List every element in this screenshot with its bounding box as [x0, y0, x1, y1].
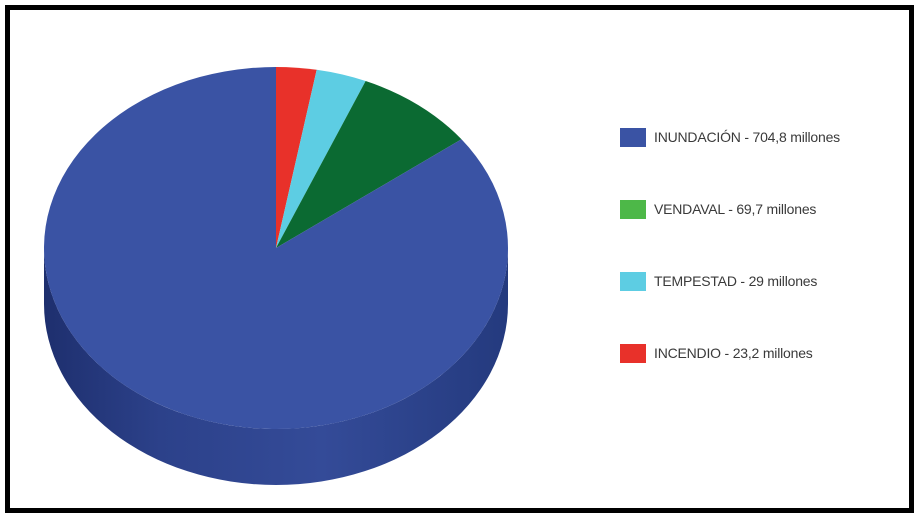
legend-item-inundacion: INUNDACIÓN - 704,8 millones: [620, 125, 840, 149]
legend-swatch-tempestad: [620, 271, 646, 291]
legend-label-vendaval: VENDAVAL - 69,7 millones: [654, 201, 817, 217]
legend-label-tempestad: TEMPESTAD - 29 millones: [654, 273, 818, 289]
legend: INUNDACIÓN - 704,8 millones VENDAVAL - 6…: [620, 125, 840, 413]
legend-label-incendio: INCENDIO - 23,2 millones: [654, 345, 813, 361]
legend-label-inundacion: INUNDACIÓN - 704,8 millones: [654, 129, 840, 145]
pie-slice-inundacion: [43, 67, 508, 429]
legend-item-vendaval: VENDAVAL - 69,7 millones: [620, 197, 840, 221]
pie-side-wall: [44, 248, 508, 485]
legend-item-incendio: INCENDIO - 23,2 millones: [620, 341, 840, 365]
pie-slice-incendio: [276, 67, 317, 248]
legend-swatch-vendaval: [620, 199, 646, 219]
legend-item-tempestad: TEMPESTAD - 29 millones: [620, 269, 840, 293]
pie-slice-vendaval: [276, 81, 462, 248]
pie-slice-tempestad: [276, 69, 366, 248]
legend-swatch-incendio: [620, 343, 646, 363]
legend-swatch-inundacion: [620, 127, 646, 147]
